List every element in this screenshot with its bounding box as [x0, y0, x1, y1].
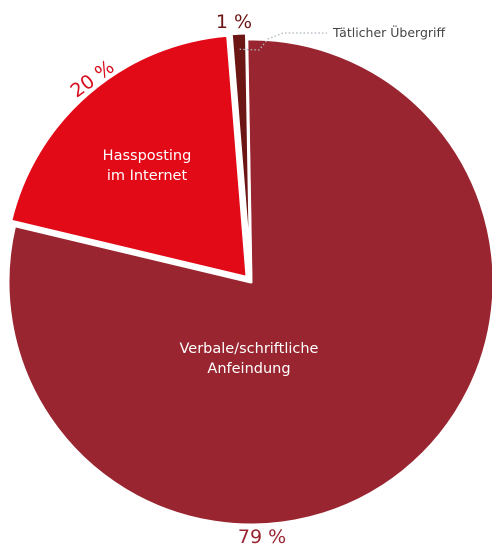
value-label-tatlich: 1 %	[216, 11, 252, 33]
pie-slice-verbal	[6, 37, 492, 527]
callout-line-tatlich	[239, 32, 327, 51]
value-label-verbal: 79 %	[238, 526, 286, 545]
pie-slice-tatlich	[229, 31, 253, 278]
pie-slice-hassposting	[9, 33, 249, 279]
slice-label-hassposting: Hassposting im Internet	[103, 148, 192, 184]
slice-label-verbal: Verbale/schriftliche Anfeindung	[180, 341, 319, 377]
pie-slices	[6, 31, 492, 527]
callout-label-tatlich: Tätlicher Übergriff	[332, 24, 446, 40]
